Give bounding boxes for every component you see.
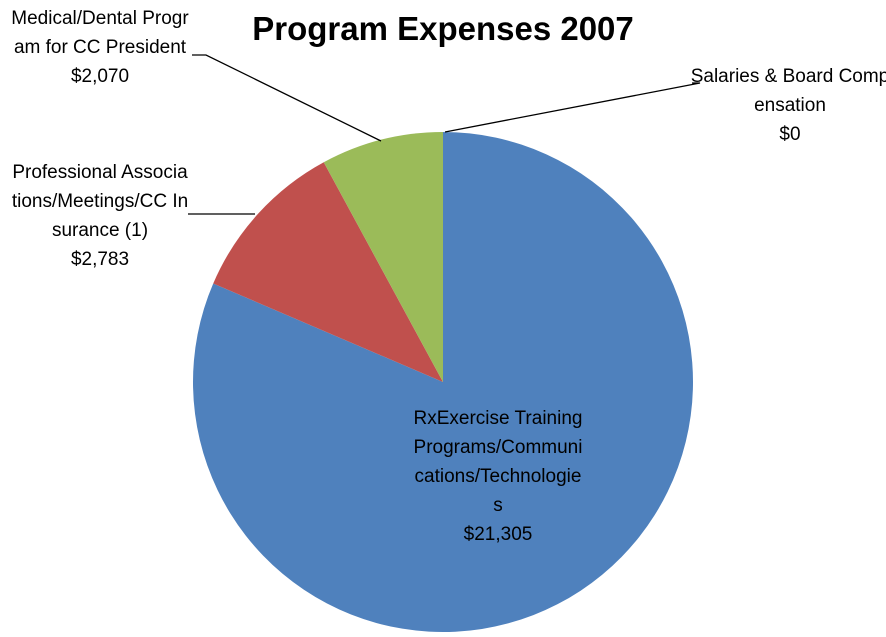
pie-slice [323, 132, 443, 382]
category-label: Professional Associations/Meetings/CC In… [11, 162, 189, 241]
leader-line [192, 54, 382, 142]
pie-slice [213, 162, 443, 382]
value-label: $2,783 [70, 249, 130, 270]
category-label: Salaries & Board Compensation [690, 66, 886, 116]
data-label: Professional Associations/Meetings/CC In… [10, 158, 190, 274]
value-label: $21,305 [463, 524, 533, 545]
category-label: Medical/Dental Program for CC President [11, 8, 189, 58]
value-label: $2,070 [70, 66, 130, 87]
leader-line [444, 82, 701, 133]
data-label: Medical/Dental Program for CC President $… [10, 4, 190, 91]
category-label: RxExercise Training Programs/Communicati… [413, 408, 583, 516]
chart-title: Program Expenses 2007 [252, 10, 634, 47]
data-label: RxExercise Training Programs/Communicati… [410, 404, 586, 549]
data-label: Salaries & Board Compensation $0 [690, 62, 886, 149]
value-label: $0 [779, 124, 801, 145]
